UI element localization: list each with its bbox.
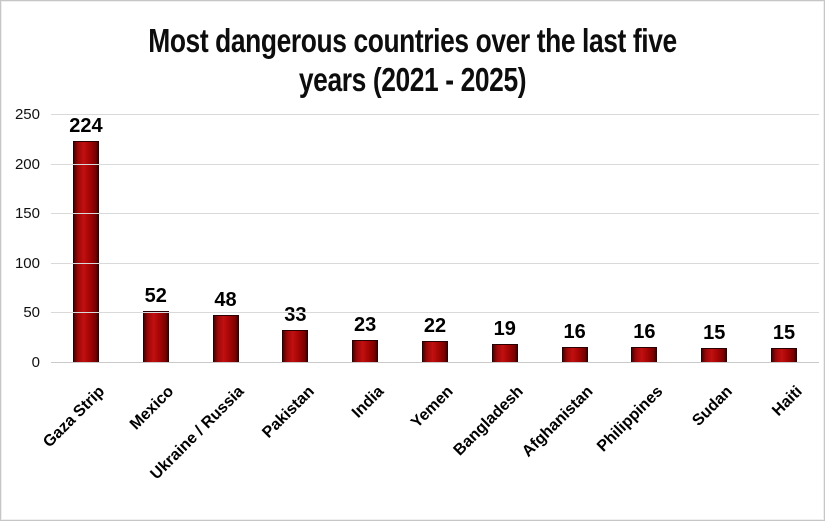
bar-value-label: 15 xyxy=(703,322,726,345)
gridline xyxy=(51,114,819,115)
chart-title-line-2: years (2021 - 2025) xyxy=(298,61,527,98)
bar-value-label: 16 xyxy=(633,321,656,344)
chart-title: Most dangerous countries over the last f… xyxy=(83,21,741,99)
bar xyxy=(771,348,798,363)
bar-value-label: 48 xyxy=(214,289,237,312)
bar-value-label: 224 xyxy=(69,114,103,137)
bar-slot: 22 Yemen xyxy=(400,115,470,431)
bar-value-label: 33 xyxy=(284,304,307,327)
bar xyxy=(421,341,448,363)
bar-slot: 15 Haiti xyxy=(749,115,819,419)
x-axis-category-label: Bangladesh xyxy=(450,383,527,460)
y-axis-tick-label: 0 xyxy=(31,354,40,371)
bar-slot: 19 Bangladesh xyxy=(451,115,540,459)
bar xyxy=(631,347,658,363)
bar xyxy=(142,311,169,363)
bar-value-label: 52 xyxy=(144,285,167,308)
bar xyxy=(212,315,239,363)
x-axis-category-label: Pakistan xyxy=(258,383,318,442)
bar-slot: 33 Pakistan xyxy=(259,115,330,441)
gridline xyxy=(51,213,819,215)
bar-value-label: 15 xyxy=(772,322,796,345)
gridline xyxy=(51,262,819,264)
x-axis-category-label: Mexico xyxy=(127,383,178,434)
y-axis-tick-label: 200 xyxy=(14,155,40,173)
x-axis-category-label: Afghanistan xyxy=(519,383,597,461)
bar xyxy=(352,340,379,363)
bar-slot: 224 Gaza Strip xyxy=(40,114,121,451)
y-axis-tick-label: 100 xyxy=(14,254,40,272)
x-axis-category-label: Gaza Strip xyxy=(39,383,108,451)
bar-value-label: 19 xyxy=(493,318,516,341)
bar-value-label: 23 xyxy=(354,314,377,337)
bar-value-label: 22 xyxy=(423,315,447,338)
gridline xyxy=(51,312,819,314)
x-axis-category-label: India xyxy=(348,383,388,422)
x-axis-category-label: Sudan xyxy=(689,383,737,430)
bar-slot: 16 Afghanistan xyxy=(519,115,610,460)
x-axis-category-label: Yemen xyxy=(408,383,457,432)
bar-slot: 48 Ukraine / Russia xyxy=(147,115,261,483)
y-axis-tick-label: 150 xyxy=(14,205,40,223)
bar-slot: 15 Sudan xyxy=(679,115,749,429)
x-axis-category-label: Haiti xyxy=(769,383,807,420)
y-axis-tick-label: 250 xyxy=(14,106,40,123)
bar xyxy=(72,140,99,363)
chart-title-line-1: Most dangerous countries over the last f… xyxy=(148,22,677,59)
bar xyxy=(561,347,588,363)
bar-slot: 16 Philippines xyxy=(594,115,680,455)
bar-slot: 23 India xyxy=(330,115,400,421)
gridline xyxy=(51,362,819,363)
bar xyxy=(491,344,518,363)
bar-slot: 52 Mexico xyxy=(121,115,191,433)
plot-area: 224 Gaza Strip 52 Mexico 48 Ukraine / Russia 3… xyxy=(15,106,819,483)
y-axis-tick-label: 50 xyxy=(23,304,40,322)
x-axis-category-label: Philippines xyxy=(594,383,667,456)
bar-value-label: 16 xyxy=(563,321,586,344)
bars-container: 224 Gaza Strip 52 Mexico 48 Ukraine / Russia 3… xyxy=(40,114,819,483)
bar xyxy=(282,330,309,363)
gridline xyxy=(51,163,819,165)
bar xyxy=(701,348,728,363)
